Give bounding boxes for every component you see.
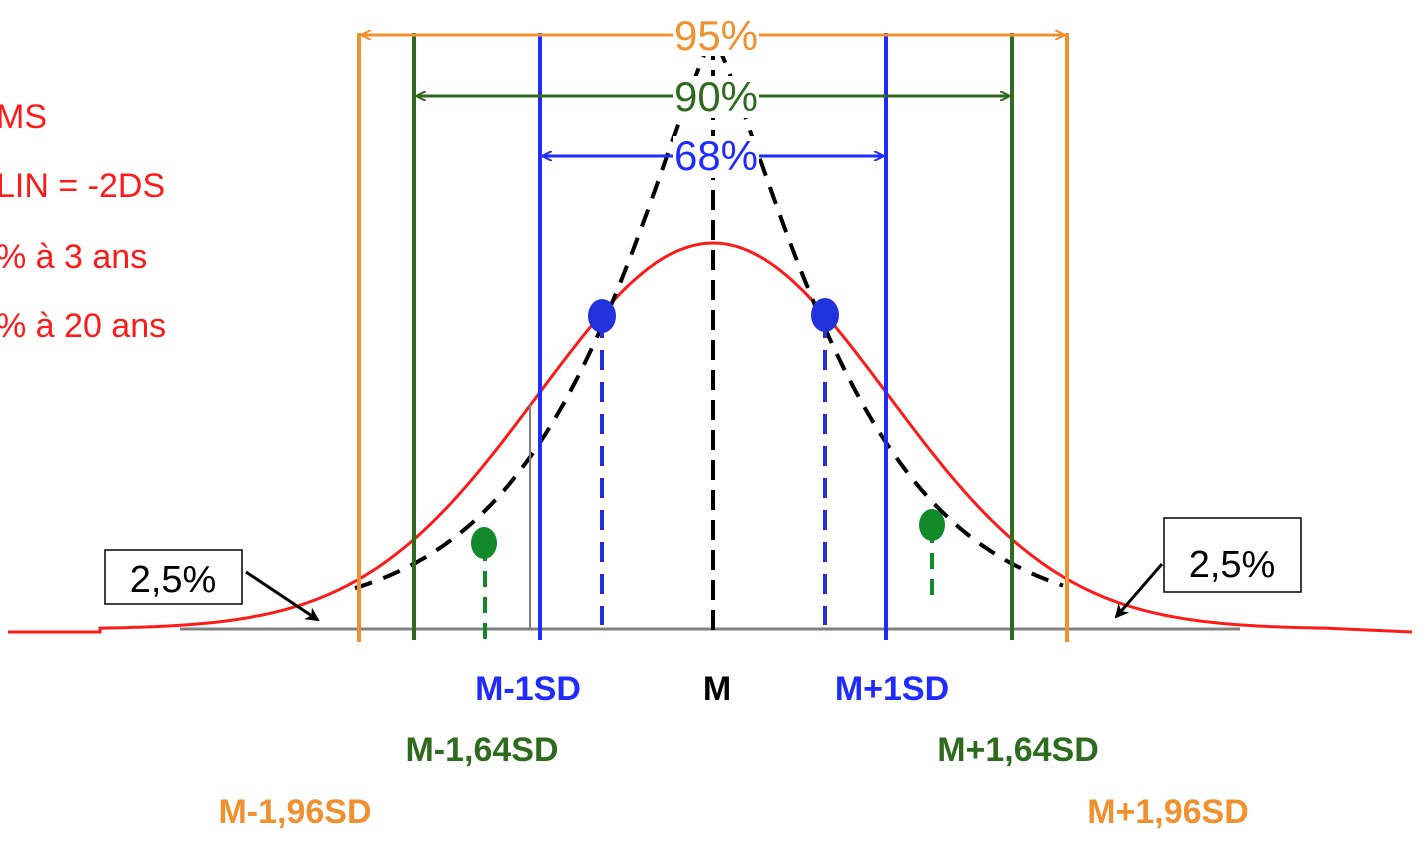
label-m-plus-164sd: M+1,64SD	[937, 731, 1099, 769]
black-dashed-curve	[354, 36, 1064, 591]
right-tail-box	[1163, 517, 1302, 593]
label-m-minus-196sd: M-1,96SD	[218, 793, 371, 831]
label-95: 95%	[674, 12, 758, 59]
left-tail-arrow	[245, 570, 320, 622]
note-line-1: MS	[0, 98, 47, 136]
notes-block: MS LIN = -2DS % à 3 ans % à 20 ans	[0, 98, 166, 345]
label-m-minus-164sd: M-1,64SD	[405, 731, 558, 769]
left-tail-box	[104, 549, 243, 605]
label-68: 68%	[674, 132, 758, 179]
note-line-2: LIN = -2DS	[0, 167, 165, 205]
green-dot-right	[919, 509, 945, 541]
blue-dot-left	[588, 299, 616, 333]
green-dot-left	[471, 527, 497, 559]
right-tail-arrow	[1114, 563, 1164, 619]
label-m-plus-1sd: M+1SD	[835, 670, 949, 708]
label-m-plus-196sd: M+1,96SD	[1087, 793, 1249, 831]
label-90: 90%	[674, 73, 758, 120]
left-tail-label: 2,5%	[130, 559, 217, 601]
note-line-4: % à 20 ans	[0, 307, 166, 345]
label-95-bg	[673, 12, 759, 56]
blue-dot-right	[811, 298, 839, 332]
label-m: M	[703, 670, 731, 708]
note-line-3: % à 3 ans	[0, 238, 147, 276]
label-m-minus-1sd: M-1SD	[475, 670, 581, 708]
label-90-bg	[673, 76, 759, 118]
right-tail-label: 2,5%	[1189, 544, 1276, 586]
label-68-bg	[673, 136, 759, 178]
